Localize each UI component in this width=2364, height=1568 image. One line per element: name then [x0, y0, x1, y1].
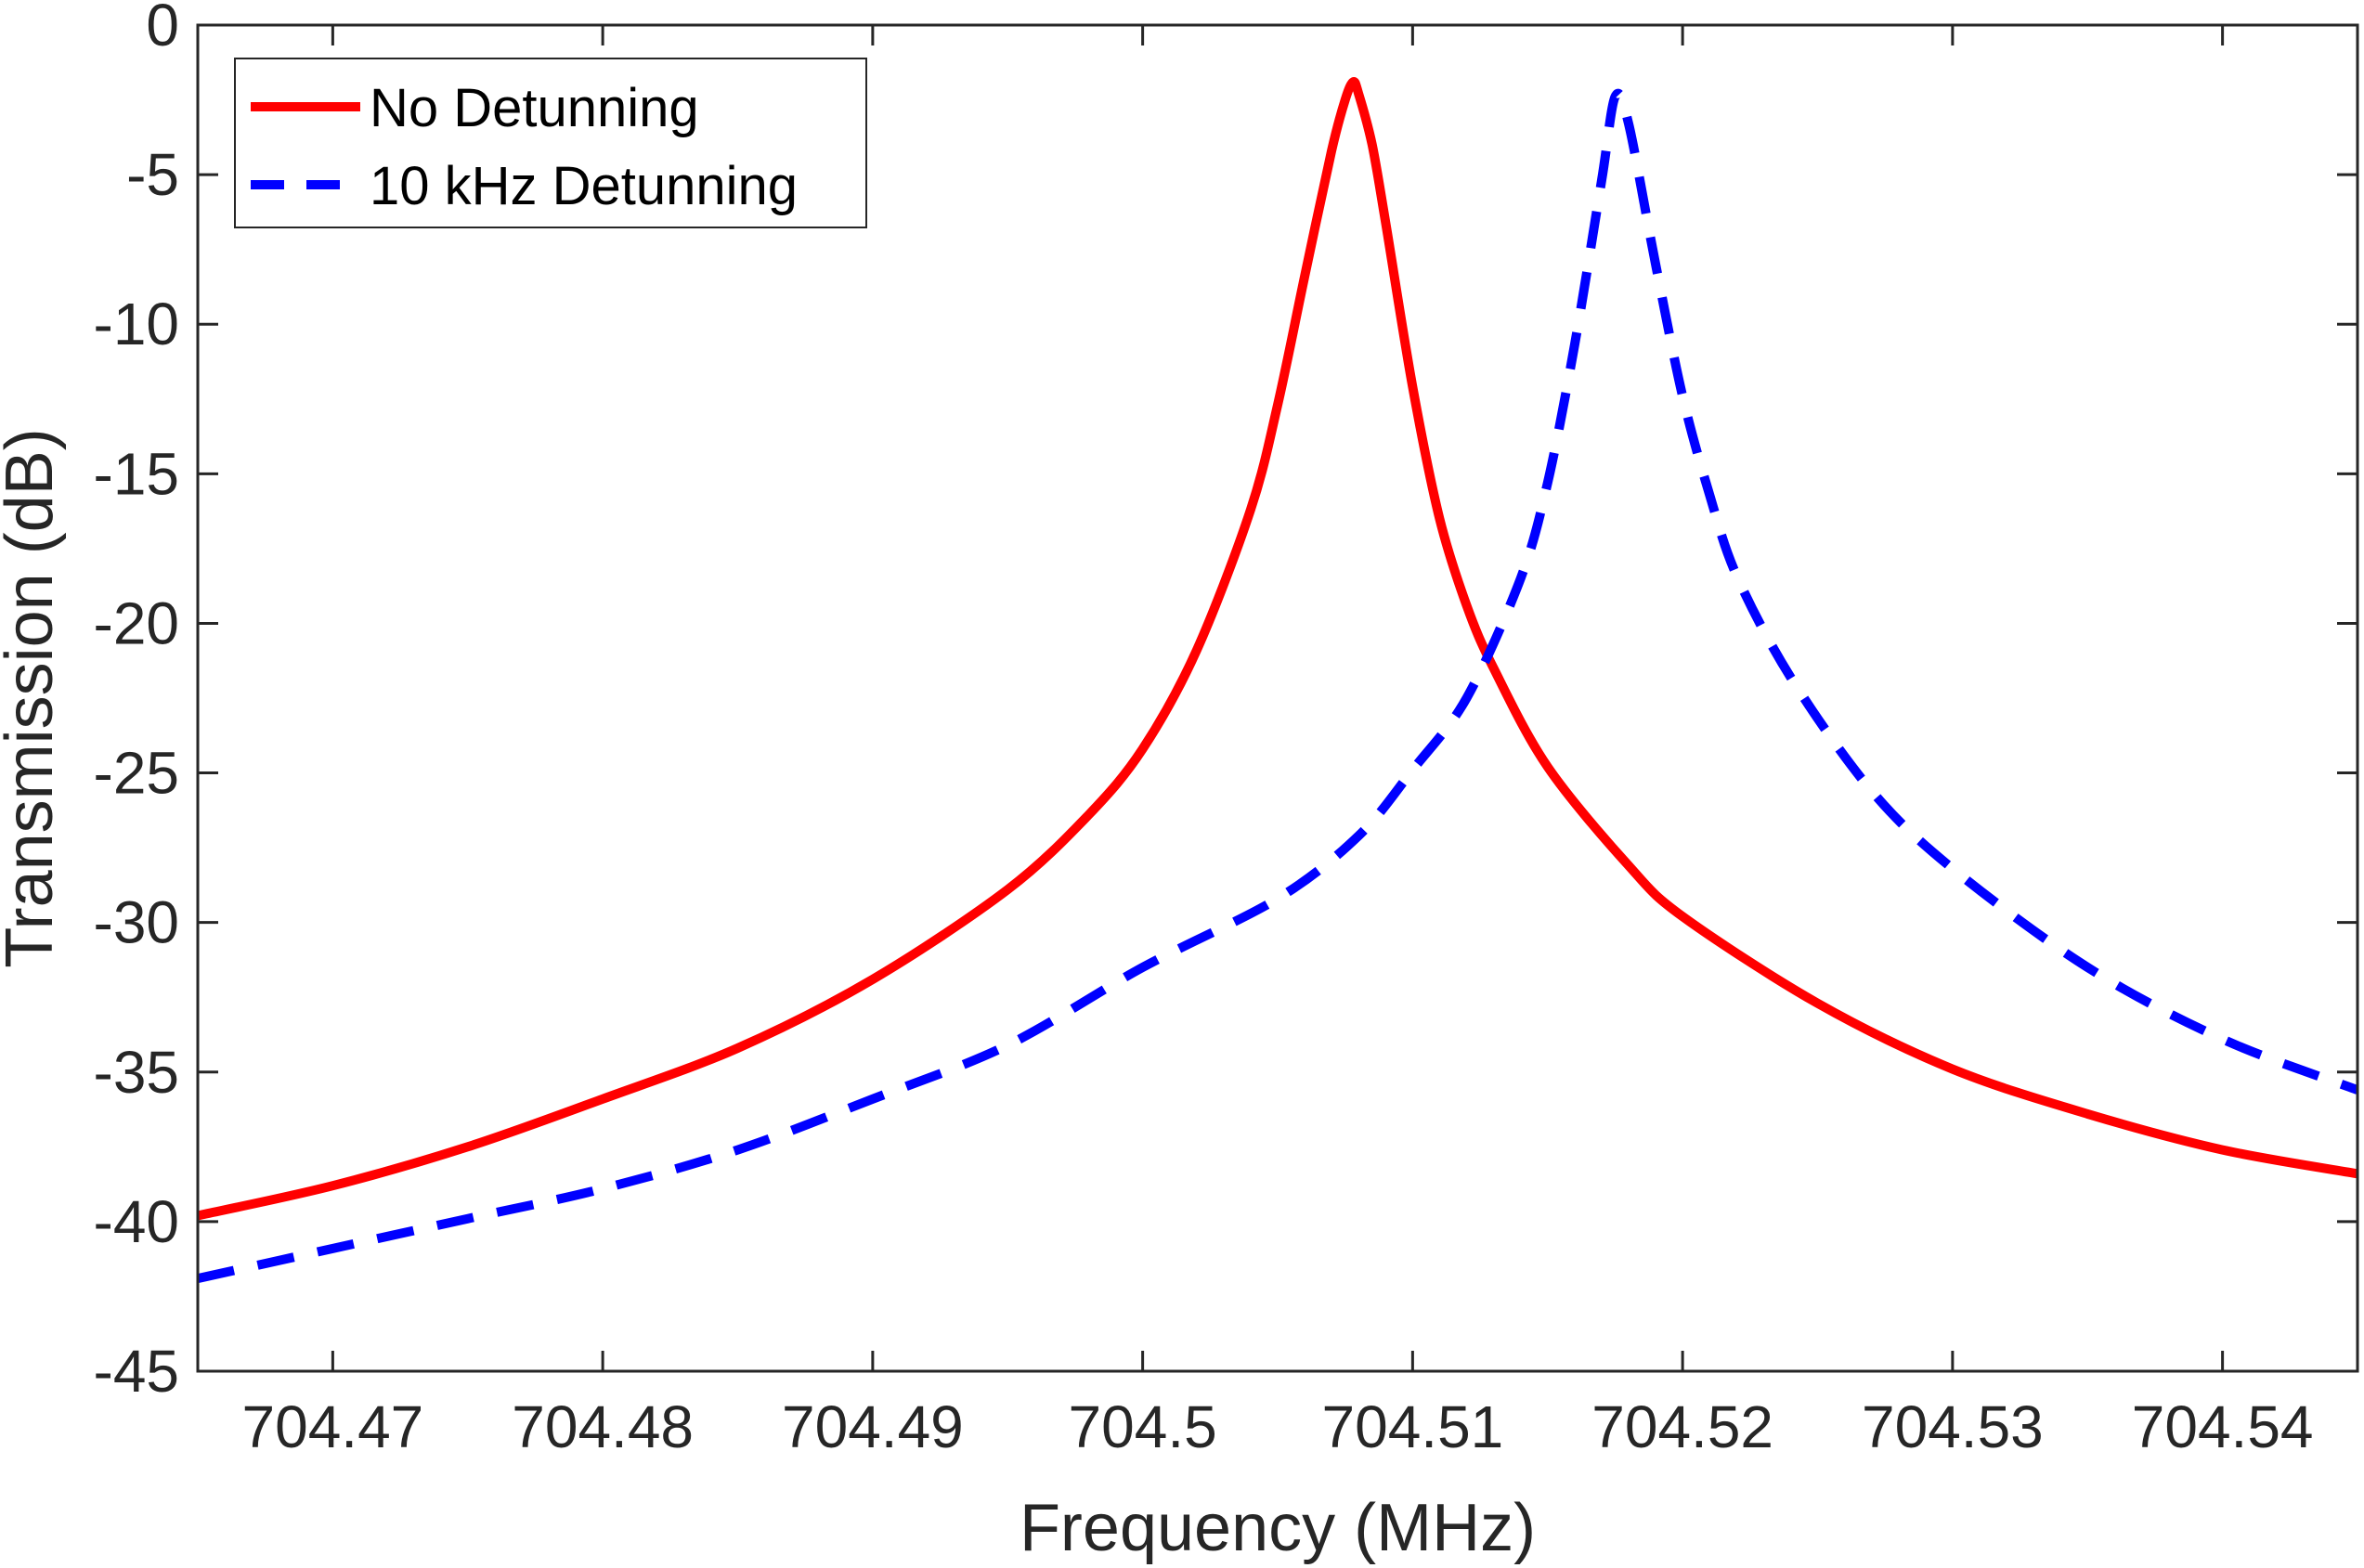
y-tick-label: -45: [94, 1338, 180, 1405]
y-tick-label: -35: [94, 1039, 180, 1106]
legend: No Detunning 10 kHz Detunning: [234, 58, 867, 228]
x-tick-label: 704.47: [242, 1393, 424, 1460]
y-axis-label: Transmission (dB): [0, 428, 67, 967]
y-tick-label: -15: [94, 440, 180, 507]
y-tick-label: -25: [94, 740, 180, 807]
x-tick-label: 704.53: [1862, 1393, 2044, 1460]
y-tick-label: -10: [94, 291, 180, 357]
x-tick-label: 704.52: [1591, 1393, 1773, 1460]
x-tick-label: 704.49: [782, 1393, 964, 1460]
x-axis: 704.47 704.48 704.49 704.5 704.51 704.52 704.5…: [242, 25, 2314, 1460]
x-tick-label: 704.5: [1069, 1393, 1217, 1460]
plot-frame: [196, 23, 2359, 1373]
series-layer: [198, 77, 2358, 1283]
y-tick-label: -20: [94, 590, 180, 656]
x-tick-label: 704.54: [2132, 1393, 2314, 1460]
series-line-no-detunning: [198, 77, 2358, 1221]
legend-label-10-khz-detunning: 10 kHz Detunning: [370, 156, 798, 216]
plot-area: [198, 25, 2358, 1371]
x-tick-label: 704.51: [1322, 1393, 1504, 1460]
x-tick-label: 704.48: [512, 1393, 694, 1460]
y-tick-label: -40: [94, 1188, 180, 1255]
y-tick-label: -30: [94, 889, 180, 956]
legend-label-no-detunning: No Detunning: [370, 78, 699, 138]
y-tick-label: -5: [126, 141, 179, 208]
x-axis-label: Frequency (MHz): [1020, 1491, 1536, 1565]
y-axis: 0 -5 -10 -15 -20 -25 -30 -35 -40 -45: [94, 0, 2358, 1405]
y-tick-label: 0: [146, 0, 179, 58]
series-line-10-khz-detunning: [198, 88, 2358, 1283]
legend-box: [234, 58, 867, 228]
